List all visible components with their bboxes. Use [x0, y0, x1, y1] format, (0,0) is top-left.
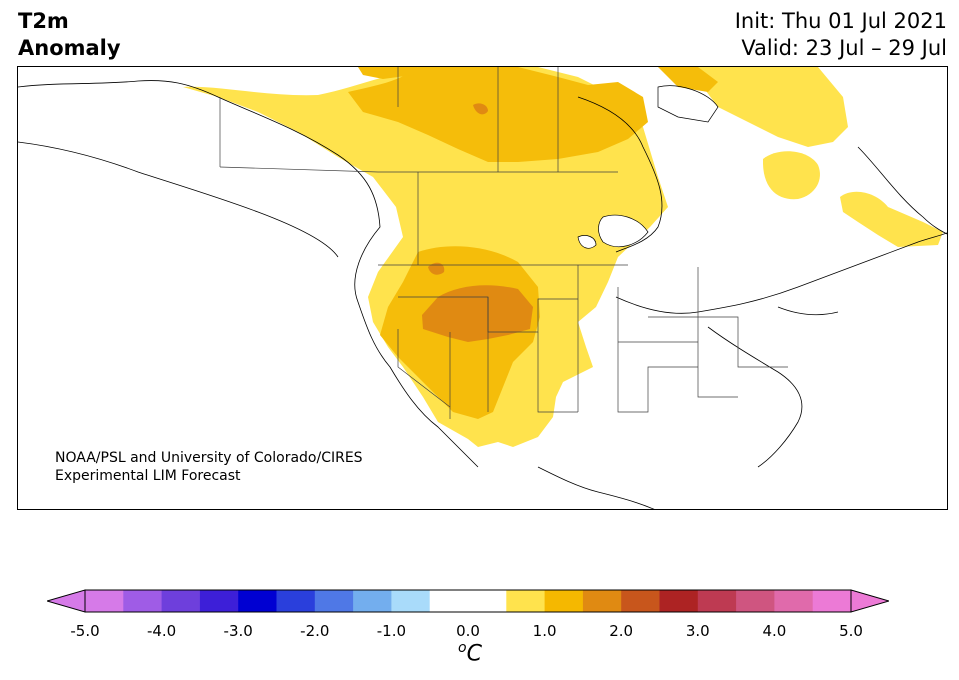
- water-bodies: [577, 85, 719, 249]
- anomaly-map: [18, 67, 947, 509]
- credit-text: NOAA/PSL and University of Colorado/CIRE…: [55, 449, 363, 485]
- colorbar-tick-label: -2.0: [300, 622, 330, 640]
- colorbar-extend-max: [850, 589, 889, 613]
- credit-line-1: NOAA/PSL and University of Colorado/CIRE…: [55, 450, 363, 466]
- unit-base: C: [466, 641, 482, 667]
- colorbar-segment: [199, 590, 239, 612]
- colorbar-segment: [391, 590, 431, 612]
- colorbar-segment: [429, 590, 469, 612]
- colorbar-segment: [161, 590, 201, 612]
- colorbar-tick-label: -5.0: [70, 622, 100, 640]
- colorbar-tick-label: 5.0: [839, 622, 863, 640]
- colorbar-segment: [736, 590, 775, 612]
- colorbar-tick-label: 4.0: [762, 622, 787, 640]
- colorbar-tick-label: 3.0: [685, 622, 710, 640]
- colorbar: [47, 589, 889, 613]
- colorbar-segment: [812, 590, 852, 612]
- colorbar-tick-label: -4.0: [146, 622, 177, 640]
- colorbar-segment: [659, 590, 699, 612]
- coastlines: [18, 80, 947, 509]
- colorbar-segment: [238, 590, 277, 612]
- plot-title: T2m Anomaly: [18, 8, 121, 62]
- political-borders: [219, 67, 788, 419]
- colorbar-segment: [123, 590, 163, 612]
- colorbar-segment: [697, 590, 737, 612]
- map-panel: [17, 66, 948, 510]
- colorbar-tick-label: 0.0: [456, 622, 480, 640]
- title-line-2: Anomaly: [18, 36, 121, 60]
- colorbar-unit-label: oC: [440, 640, 500, 666]
- colorbar-outline: [84, 589, 852, 613]
- colorbar-segment: [276, 590, 316, 612]
- colorbar-extend-min: [47, 589, 86, 613]
- valid-date: Valid: 23 Jul – 29 Jul: [741, 36, 947, 60]
- colorbar-tick-label: 1.0: [532, 622, 557, 640]
- colorbar-segment: [85, 590, 124, 612]
- colorbar-segment: [544, 590, 584, 612]
- init-date: Init: Thu 01 Jul 2021: [734, 9, 947, 33]
- anomaly-level-3: [422, 103, 533, 342]
- colorbar-segment: [353, 590, 392, 612]
- colorbar-segment: [468, 590, 507, 612]
- colorbar-segment: [582, 590, 622, 612]
- credit-line-2: Experimental LIM Forecast: [55, 468, 241, 484]
- colorbar-tick-label: -3.0: [223, 622, 253, 640]
- forecast-dates: Init: Thu 01 Jul 2021 Valid: 23 Jul – 29…: [735, 8, 947, 62]
- colorbar-segment: [774, 590, 814, 612]
- colorbar-segment: [621, 590, 660, 612]
- unit-degree: o: [458, 640, 467, 656]
- colorbar-tick-label: 2.0: [609, 622, 634, 640]
- colorbar-segment: [506, 590, 546, 612]
- colorbar-tick-label: -1.0: [376, 622, 407, 640]
- title-line-1: T2m: [18, 9, 69, 33]
- colorbar-segment: [314, 590, 354, 612]
